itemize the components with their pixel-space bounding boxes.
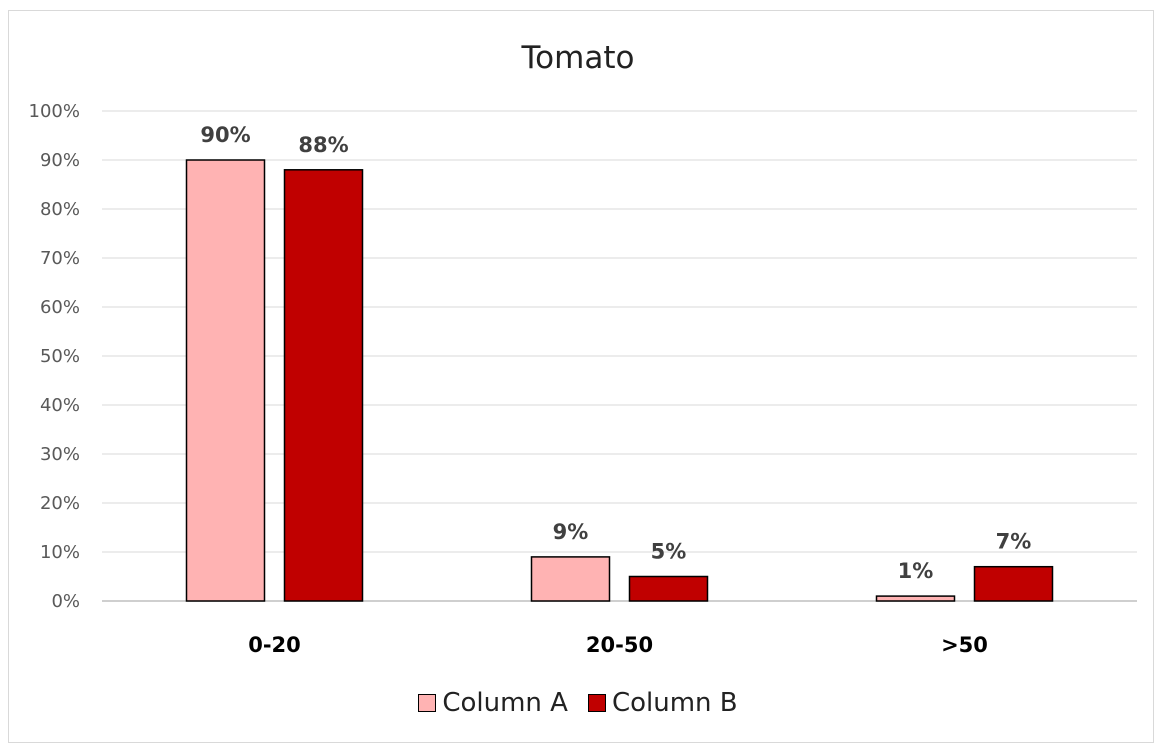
- y-tick-label: 0%: [51, 591, 80, 612]
- y-tick-label: 40%: [40, 395, 80, 416]
- gridlines: [102, 110, 1137, 602]
- data-label: 90%: [200, 123, 250, 147]
- y-tick-label: 80%: [40, 199, 80, 220]
- y-tick-label: 50%: [40, 346, 80, 367]
- legend-item-column-a: Column A: [418, 688, 568, 718]
- bar-column-a: [875, 595, 956, 602]
- bar-column-b: [283, 169, 364, 602]
- chart-title: Tomato: [521, 40, 635, 76]
- data-label: 5%: [651, 540, 687, 564]
- bar-column-a: [530, 556, 611, 602]
- legend-swatch-column-b: [587, 694, 606, 712]
- data-label: 88%: [298, 133, 348, 157]
- data-label: 9%: [553, 520, 589, 544]
- y-tick-label: 100%: [29, 101, 80, 122]
- legend-label-column-b: Column B: [611, 688, 738, 718]
- y-tick-label: 30%: [40, 444, 80, 465]
- y-tick-label: 20%: [40, 493, 80, 514]
- legend: Column A Column B: [0, 688, 1156, 718]
- bar-column-b: [628, 575, 709, 602]
- y-tick-label: 10%: [40, 542, 80, 563]
- data-label: 1%: [898, 559, 934, 583]
- legend-label-column-a: Column A: [442, 688, 568, 718]
- y-tick-label: 70%: [40, 248, 80, 269]
- bar-column-b: [973, 565, 1054, 602]
- data-labels: 90% 88% 9% 5% 1% 7%: [200, 123, 1031, 583]
- legend-item-column-b: Column B: [587, 688, 738, 718]
- bars: [185, 159, 1054, 602]
- y-axis-ticks: 0% 10% 20% 30% 40% 50% 60% 70% 80% 90% 100%: [29, 101, 80, 612]
- legend-swatch-column-a: [418, 694, 437, 712]
- data-label: 7%: [996, 530, 1032, 554]
- x-axis-ticks: 0-20 20-50 >50: [248, 633, 988, 657]
- x-tick-label: >50: [941, 633, 988, 657]
- x-tick-label: 0-20: [248, 633, 301, 657]
- y-tick-label: 60%: [40, 297, 80, 318]
- y-tick-label: 90%: [40, 150, 80, 171]
- bar-column-a: [185, 159, 266, 602]
- x-tick-label: 20-50: [586, 633, 653, 657]
